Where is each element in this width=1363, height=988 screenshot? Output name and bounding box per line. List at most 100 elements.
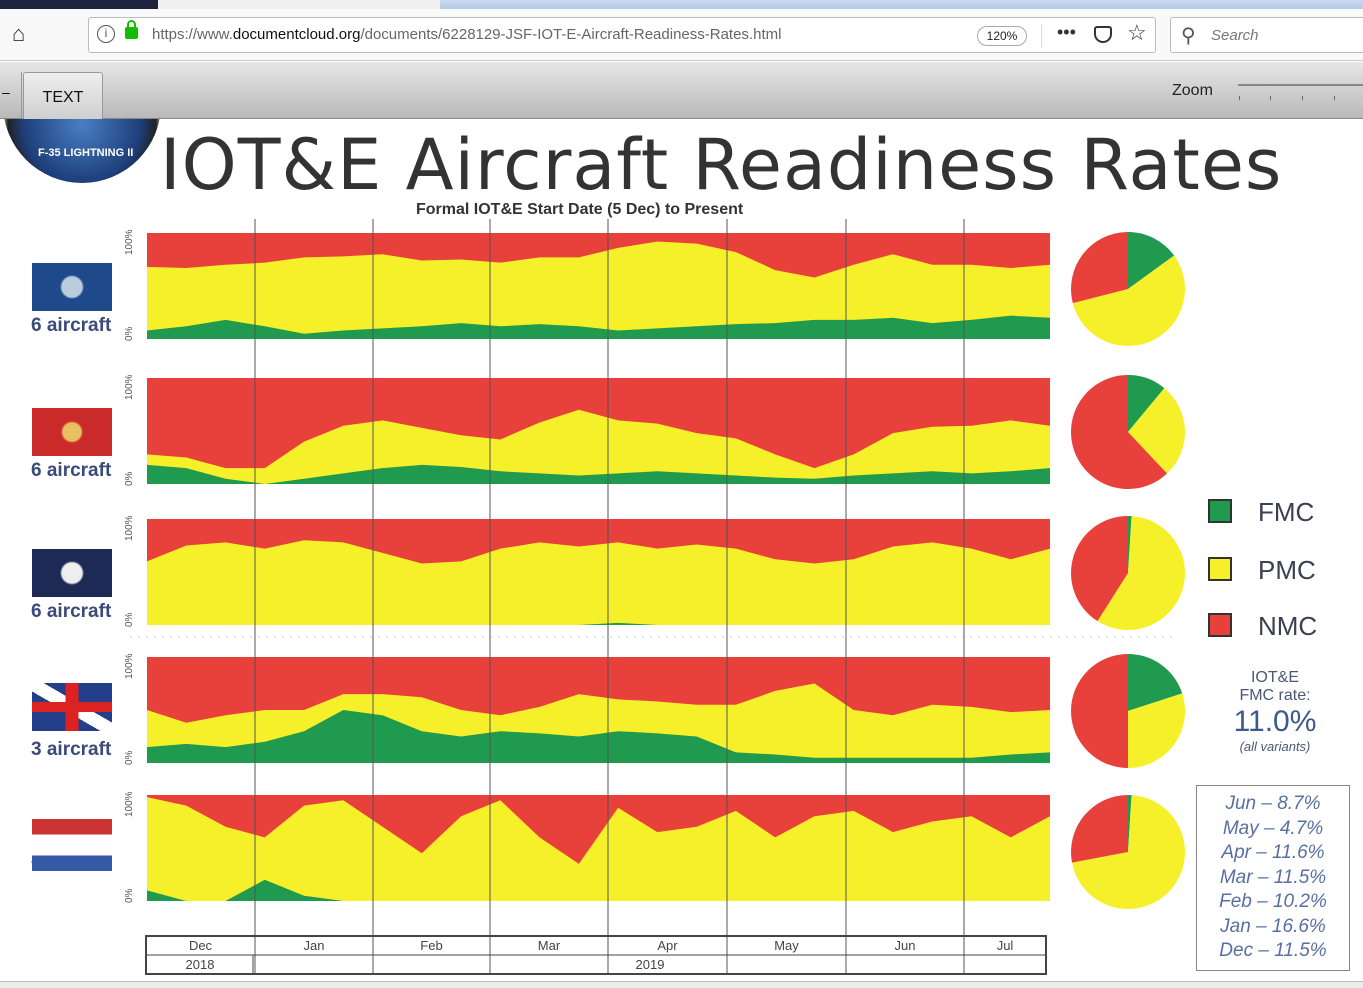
month-tick-label: Jun bbox=[895, 938, 916, 953]
slider-tick bbox=[1239, 96, 1240, 100]
monthly-fmc-item: Jun – 8.7% bbox=[1225, 793, 1321, 814]
year-label: 2019 bbox=[636, 957, 665, 972]
slider-tick bbox=[1334, 96, 1335, 100]
more-actions-icon[interactable]: ••• bbox=[1057, 22, 1076, 42]
page-title: IOT&E Aircraft Readiness Rates bbox=[160, 124, 1283, 206]
month-tick-label: Jan bbox=[304, 938, 325, 953]
monthly-fmc-box: Jun – 8.7% May – 4.7% Apr – 11.6% Mar – … bbox=[1196, 785, 1350, 971]
month-tick-label: Apr bbox=[657, 938, 678, 953]
row-aircraft-count: 6 aircraft bbox=[31, 315, 112, 336]
viewer-toolbar: – TEXT Zoom bbox=[0, 62, 1363, 119]
divider bbox=[1041, 24, 1042, 48]
legend-swatch bbox=[1208, 499, 1232, 523]
y-axis-100-label: 100% bbox=[124, 515, 135, 541]
browser-tab-active[interactable] bbox=[0, 0, 158, 9]
flag-usn-icon bbox=[32, 549, 112, 597]
monthly-fmc-item: Jan – 16.6% bbox=[1220, 915, 1326, 937]
url-prefix: https://www. bbox=[152, 26, 233, 43]
monthly-fmc-item: Feb – 10.2% bbox=[1219, 891, 1327, 912]
zoom-slider[interactable] bbox=[1238, 82, 1363, 102]
pmc-area bbox=[147, 540, 1050, 625]
fmc-area bbox=[147, 879, 1050, 901]
flag-nl-icon bbox=[32, 819, 112, 871]
row-aircraft-count: 6 aircraft bbox=[31, 460, 112, 481]
pie-slice-pmc bbox=[1072, 255, 1185, 346]
tab-text[interactable]: TEXT bbox=[23, 72, 103, 119]
pie-slice-fmc bbox=[1128, 516, 1132, 573]
bookmark-star-icon[interactable]: ☆ bbox=[1127, 20, 1147, 45]
fmc-rate-summary: IOT&E FMC rate: 11.0% (all variants) bbox=[1210, 669, 1340, 754]
pie-slice-nmc bbox=[1071, 232, 1128, 304]
monthly-fmc-item: Mar – 11.5% bbox=[1219, 866, 1327, 888]
tab-strip bbox=[0, 0, 1363, 10]
y-axis-0-label: 0% bbox=[124, 326, 135, 341]
slider-tick bbox=[1270, 96, 1271, 100]
url-path: /documents/6228129-JSF-IOT-E-Aircraft-Re… bbox=[360, 26, 782, 43]
pie-slice-nmc bbox=[1071, 795, 1128, 863]
fmc-rate-note: (all variants) bbox=[1239, 739, 1311, 754]
slider-tick bbox=[1302, 96, 1303, 100]
readiness-charts: Dec Jan Feb Mar Apr May Jun Jul 2018 2019 bbox=[130, 219, 1186, 975]
legend-label: PMC bbox=[1258, 555, 1316, 585]
pie-slice-pmc bbox=[1072, 795, 1185, 910]
logo-text: F-35 LIGHTNING II bbox=[38, 147, 134, 159]
page-subtitle: Formal IOT&E Start Date (5 Dec) to Prese… bbox=[416, 201, 744, 218]
search-placeholder[interactable]: Search bbox=[1211, 27, 1259, 44]
monthly-fmc-item: May – 4.7% bbox=[1222, 817, 1324, 839]
url-text[interactable]: https://www.documentcloud.org/documents/… bbox=[152, 26, 781, 43]
y-axis-0-label: 0% bbox=[124, 612, 135, 627]
tab-previous[interactable]: – bbox=[0, 72, 22, 119]
month-tick-label: Feb bbox=[420, 938, 442, 953]
info-icon[interactable]: i bbox=[97, 25, 115, 43]
pie-slice-pmc bbox=[1097, 516, 1186, 630]
flag-usaf-icon bbox=[32, 263, 112, 311]
horizontal-scrollbar[interactable] bbox=[0, 981, 1363, 988]
y-axis-100-label: 100% bbox=[124, 791, 135, 817]
zoom-label: Zoom bbox=[1172, 82, 1213, 99]
fmc-area bbox=[147, 622, 1050, 625]
month-tick-label: Mar bbox=[538, 938, 561, 953]
pie-slice-fmc bbox=[1128, 232, 1175, 289]
pie-slice-nmc bbox=[1071, 654, 1128, 768]
pie-slice-pmc bbox=[1128, 693, 1185, 768]
pie-slice-fmc bbox=[1128, 654, 1183, 711]
flag-usmc-icon bbox=[32, 408, 112, 456]
y-axis-100-label: 100% bbox=[124, 653, 135, 679]
fmc-rate-line1: IOT&E bbox=[1250, 669, 1299, 686]
url-domain: documentcloud.org bbox=[232, 26, 361, 43]
home-icon[interactable]: ⌂ bbox=[12, 21, 26, 46]
year-label: 2018 bbox=[186, 957, 215, 972]
month-tick-label: Dec bbox=[189, 938, 213, 953]
monthly-fmc-item: Dec – 11.5% bbox=[1219, 940, 1327, 961]
row-aircraft-count: 3 aircraft bbox=[31, 739, 112, 760]
legend-swatch bbox=[1208, 557, 1232, 581]
browser-tab-strip-background bbox=[440, 0, 1363, 9]
y-axis-100-label: 100% bbox=[124, 374, 135, 400]
legend-label: NMC bbox=[1258, 611, 1318, 641]
zoom-slider-track[interactable] bbox=[1238, 84, 1363, 86]
zoom-level-badge[interactable]: 120% bbox=[977, 26, 1027, 46]
y-axis-0-label: 0% bbox=[124, 888, 135, 903]
month-tick-label: Jul bbox=[997, 938, 1014, 953]
fmc-rate-value: 11.0% bbox=[1233, 705, 1317, 738]
y-axis-0-label: 0% bbox=[124, 750, 135, 765]
legend-swatch bbox=[1208, 613, 1232, 637]
y-axis-0-label: 0% bbox=[124, 471, 135, 486]
row-aircraft-count: 6 aircraft bbox=[31, 601, 112, 622]
pie-slice-pmc bbox=[1128, 388, 1185, 474]
pie-slice-fmc bbox=[1128, 375, 1165, 432]
address-bar[interactable]: i https://www.documentcloud.org/document… bbox=[88, 17, 1156, 53]
navigation-bar: ⌂ i https://www.documentcloud.org/docume… bbox=[0, 9, 1363, 61]
document-page: F-35 LIGHTNING II IOT&E Aircraft Readine… bbox=[0, 119, 1363, 981]
y-axis-100-label: 100% bbox=[124, 229, 135, 255]
pocket-icon[interactable] bbox=[1094, 26, 1112, 43]
pie-slice-nmc bbox=[1071, 516, 1128, 622]
fmc-rate-line2: FMC rate: bbox=[1239, 687, 1311, 704]
search-icon: ⚲ bbox=[1181, 25, 1196, 47]
flag-uk-icon bbox=[32, 683, 112, 731]
lock-icon[interactable] bbox=[125, 20, 138, 39]
monthly-fmc-item: Apr – 11.6% bbox=[1221, 842, 1325, 863]
month-tick-label: May bbox=[774, 938, 799, 953]
pie-slice-nmc bbox=[1071, 375, 1168, 489]
search-box[interactable]: ⚲ Search bbox=[1170, 17, 1363, 53]
